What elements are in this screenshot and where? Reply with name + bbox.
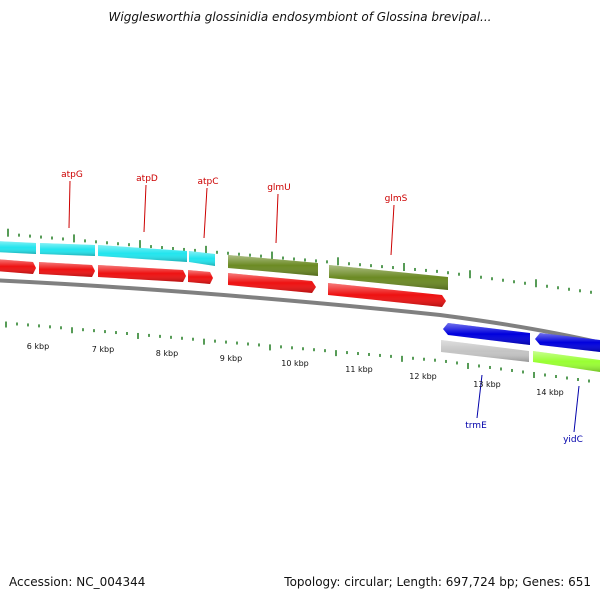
gene-leader-line (476, 374, 483, 419)
map-title: Wigglesworthia glossinidia endosymbiont … (108, 10, 492, 24)
gene-leader-line (68, 180, 71, 229)
gene-leader-line (203, 187, 208, 239)
gene-label-atpg: atpG (61, 170, 83, 180)
gene-feature-shade (0, 241, 36, 254)
gene-feature-shade (441, 340, 529, 362)
scale-ticks: 6 kbp 7 kbp 8 kbp 9 kbp 10 kbp 11 kbp 12 kbp 13… (27, 342, 564, 397)
gene-label-trme: trmE (465, 421, 487, 431)
gene-feature-shade (328, 283, 446, 307)
gene-label-yidc: yidC (563, 435, 583, 445)
genome-backbone (0, 278, 600, 345)
gene-labels: atpG atpD atpC glmU glmS trmE yidC (61, 170, 583, 445)
scale-tick-label: 9 kbp (220, 354, 242, 363)
gene-feature-shade (39, 262, 95, 277)
scale-tick-label: 6 kbp (27, 342, 49, 351)
gene-feature-shade (329, 265, 448, 290)
gene-feature-shade (189, 251, 215, 266)
gene-feature-shade (443, 323, 530, 345)
gene-leader-line (275, 193, 279, 244)
gene-leader-line (143, 184, 147, 233)
topology-summary: Topology: circular; Length: 697,724 bp; … (284, 575, 591, 589)
gene-feature-shade (228, 273, 316, 293)
gene-label-glms: glmS (385, 194, 408, 204)
gene-leader-line (390, 204, 395, 256)
gene-features (0, 241, 600, 372)
gene-label-glmu: glmU (267, 183, 291, 193)
skew-ticks-inner (5, 321, 590, 383)
gene-feature-shade (98, 245, 187, 262)
scale-tick-label: 14 kbp (536, 388, 564, 397)
gene-feature-shade (98, 265, 186, 282)
gene-feature-shade (0, 259, 36, 274)
skew-ticks-outer (7, 228, 592, 294)
gene-leader-line (573, 385, 580, 433)
accession-text: Accession: NC_004344 (9, 575, 146, 589)
scale-tick-label: 7 kbp (92, 345, 114, 354)
scale-tick-label: 12 kbp (409, 372, 437, 381)
gene-feature-shade (188, 270, 213, 284)
gene-feature-shade (40, 243, 95, 256)
gene-feature-shade (533, 351, 600, 372)
scale-tick-label: 11 kbp (345, 365, 373, 374)
gene-feature-shade (228, 255, 318, 276)
scale-tick-label: 13 kbp (473, 380, 501, 389)
scale-tick-label: 10 kbp (281, 359, 309, 368)
gene-feature-shade (535, 333, 600, 352)
gene-label-atpd: atpD (136, 174, 158, 184)
scale-tick-label: 8 kbp (156, 349, 178, 358)
gene-label-atpc: atpC (197, 177, 218, 187)
